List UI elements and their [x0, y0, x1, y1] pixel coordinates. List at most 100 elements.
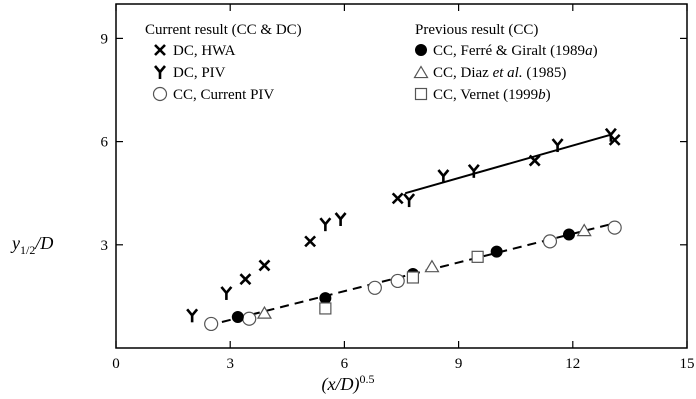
- data-point-Y: [154, 65, 166, 79]
- x-axis-title-sup: 0.5: [359, 372, 374, 386]
- legend-item-vernet: CC, Vernet (1999b): [414, 87, 551, 103]
- y-tick-label: 6: [101, 135, 109, 151]
- marker-filled-circle: [231, 311, 244, 324]
- marker-open-triangle: [413, 65, 429, 79]
- marker-y-stroke: [442, 169, 450, 177]
- data-point-open-circle: [204, 316, 219, 332]
- data-point-open-circle: [242, 311, 257, 326]
- marker-open-circle: [204, 316, 219, 332]
- marker-open-circle: [390, 273, 405, 289]
- legend-marker-x: [154, 44, 166, 56]
- marker-y-stroke: [225, 286, 233, 294]
- data-point-Y: [551, 138, 564, 153]
- marker-open-circle: [607, 220, 622, 235]
- y-axis-title-sub: 1/2: [20, 243, 35, 257]
- marker-x-stroke: [239, 273, 252, 286]
- legend-marker-open-square: [414, 87, 428, 101]
- data-point-open-square: [471, 250, 484, 263]
- x-tick-label: 12: [565, 356, 580, 372]
- data-point-Y: [604, 127, 617, 142]
- marker-x-stroke: [608, 133, 621, 146]
- data-point-open-circle: [390, 273, 405, 289]
- y-tick-label: 3: [101, 238, 109, 254]
- data-point-open-triangle: [576, 223, 592, 237]
- legend-label-diaz-prefix: CC, Diaz: [433, 65, 493, 81]
- marker-filled-circle: [562, 228, 575, 241]
- data-point-X: [304, 235, 317, 248]
- marker-filled-circle: [415, 44, 427, 56]
- legend-label-ferre-italic: a: [585, 43, 593, 59]
- marker-open-square: [414, 87, 428, 101]
- data-point-filled-circle: [490, 245, 503, 258]
- marker-open-circle: [152, 86, 168, 102]
- marker-y-stroke: [159, 65, 166, 73]
- marker-open-circle: [367, 280, 382, 295]
- plot-frame: [115, 3, 688, 349]
- marker-open-square: [406, 271, 420, 284]
- x-tick-label: 9: [455, 356, 463, 372]
- legend-marker-open-triangle: [413, 65, 429, 79]
- legend-marker-filled-circle: [415, 44, 427, 56]
- data-point-Y: [319, 217, 332, 232]
- data-point-open-triangle: [256, 305, 273, 319]
- data-point-open-circle: [542, 234, 558, 249]
- data-point-open-square: [414, 87, 428, 101]
- x-axis-title-main: (x/D): [322, 374, 360, 395]
- marker-open-triangle: [256, 305, 273, 319]
- y-axis-title: y1/2/D: [10, 233, 53, 257]
- data-point-filled-circle: [231, 311, 244, 324]
- marker-open-square: [319, 302, 332, 315]
- data-points: [186, 127, 622, 332]
- marker-x-stroke: [258, 259, 271, 272]
- data-point-X: [258, 259, 271, 272]
- marker-filled-circle: [319, 292, 332, 305]
- data-point-X: [239, 273, 252, 286]
- legend-marker-open-circle: [152, 86, 168, 102]
- data-point-Y: [334, 212, 347, 226]
- marker-filled-circle: [490, 245, 503, 258]
- legend-label-ferre-prefix: CC, Ferré & Giralt (1989: [433, 43, 585, 59]
- legend-label-diaz: CC, Diaz et al. (1985): [433, 65, 566, 81]
- marker-y-stroke: [191, 308, 199, 317]
- marker-open-triangle: [424, 259, 440, 273]
- marker-y-stroke: [472, 164, 480, 172]
- data-point-open-triangle: [424, 259, 440, 273]
- marker-y-stroke: [408, 193, 416, 201]
- data-point-Y: [220, 286, 233, 300]
- ticks: 0 3 6 9 12 15 3 6 9: [101, 4, 695, 372]
- legend-label-vernet-suffix: ): [546, 87, 551, 103]
- data-point-Y: [186, 308, 199, 323]
- data-point-X: [154, 44, 166, 56]
- legend-label-ferre-suffix: ): [593, 43, 598, 59]
- data-point-open-circle: [152, 86, 168, 102]
- legend-label-vernet-italic: b: [538, 87, 546, 103]
- data-point-Y: [467, 164, 480, 178]
- legend-item-diaz: CC, Diaz et al. (1985): [413, 65, 566, 81]
- y-axis-title-suffix: /D: [34, 233, 53, 253]
- legend-item-hwa: DC, HWA: [154, 43, 236, 59]
- data-point-Y: [403, 193, 416, 208]
- x-tick-label: 6: [341, 356, 349, 372]
- legend-label-hwa: DC, HWA: [173, 43, 236, 59]
- axes: [115, 3, 688, 349]
- marker-open-triangle: [576, 223, 592, 237]
- data-point-filled-circle: [415, 44, 427, 56]
- data-point-open-square: [406, 271, 420, 284]
- x-tick-label: 15: [680, 356, 695, 372]
- data-point-open-circle: [367, 280, 382, 295]
- legend-label-ferre: CC, Ferré & Giralt (1989a): [433, 43, 598, 59]
- x-tick-label: 3: [226, 356, 234, 372]
- legend-marker-y: [154, 65, 166, 79]
- marker-y-stroke: [556, 138, 564, 146]
- marker-x-stroke: [154, 44, 166, 56]
- legend-label-vernet: CC, Vernet (1999b): [433, 87, 551, 103]
- marker-open-circle: [242, 311, 257, 326]
- legend: Current result (CC & DC) Previous result…: [145, 22, 598, 103]
- legend-label-diaz-suffix: (1985): [523, 65, 567, 81]
- marker-open-circle: [542, 234, 558, 249]
- data-point-open-square: [319, 302, 332, 315]
- data-point-X: [528, 154, 541, 167]
- data-point-filled-circle: [562, 228, 575, 241]
- legend-group-title-previous: Previous result (CC): [415, 22, 538, 38]
